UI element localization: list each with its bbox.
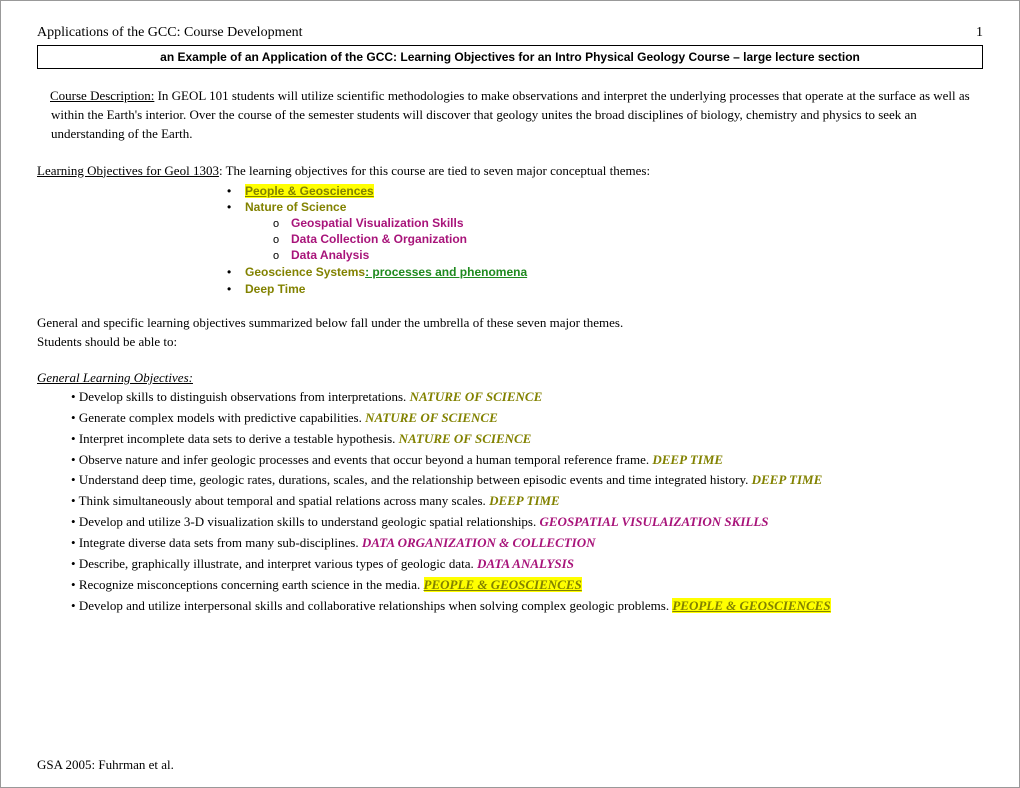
glo-text: Interpret incomplete data sets to derive… <box>79 431 399 446</box>
theme-data-analysis: Data Analysis <box>291 248 369 262</box>
footer: GSA 2005: Fuhrman et al. <box>37 757 174 773</box>
mid-text: General and specific learning objectives… <box>37 314 983 352</box>
glo-text: Develop and utilize interpersonal skills… <box>79 598 673 613</box>
glo-text: Recognize misconceptions concerning eart… <box>79 577 424 592</box>
glo-tag: PEOPLE & GEOSCIENCES <box>672 598 830 613</box>
glo-text: Understand deep time, geologic rates, du… <box>79 472 752 487</box>
course-description-label: Course Description: <box>50 88 154 103</box>
glo-tag: GEOSPATIAL VISULAIZATION SKILLS <box>540 514 769 529</box>
glo-text: Describe, graphically illustrate, and in… <box>79 556 477 571</box>
header-row: Applications of the GCC: Course Developm… <box>37 25 983 41</box>
theme-item: • Nature of Science <box>227 200 983 214</box>
glo-item: • Develop and utilize 3-D visualization … <box>65 513 983 532</box>
glo-item: • Recognize misconceptions concerning ea… <box>65 576 983 595</box>
circle-icon: o <box>273 218 291 230</box>
learning-objectives-intro: Learning Objectives for Geol 1303: The l… <box>37 162 983 181</box>
glo-item: • Develop skills to distinguish observat… <box>65 388 983 407</box>
bullet-icon: • <box>227 265 245 279</box>
glo-tag: DATA ANALYSIS <box>477 556 574 571</box>
glo-text: Observe nature and infer geologic proces… <box>79 452 653 467</box>
theme-subitem: o Geospatial Visualization Skills <box>273 216 983 230</box>
circle-icon: o <box>273 234 291 246</box>
glo-item: • Interpret incomplete data sets to deri… <box>65 430 983 449</box>
bullet-icon: • <box>227 282 245 296</box>
glo-text: Develop skills to distinguish observatio… <box>79 389 410 404</box>
glo-header: General Learning Objectives: <box>37 370 983 386</box>
glo-tag: NATURE OF SCIENCE <box>410 389 543 404</box>
course-description: Course Description: In GEOL 101 students… <box>37 87 983 144</box>
circle-icon: o <box>273 250 291 262</box>
glo-tag: DEEP TIME <box>752 472 823 487</box>
theme-data-collection: Data Collection & Organization <box>291 232 467 246</box>
glo-item: • Think simultaneously about temporal an… <box>65 492 983 511</box>
glo-text: Generate complex models with predictive … <box>79 410 365 425</box>
glo-item: • Integrate diverse data sets from many … <box>65 534 983 553</box>
glo-text: Think simultaneously about temporal and … <box>79 493 489 508</box>
theme-subitem: o Data Analysis <box>273 248 983 262</box>
header-title: Applications of the GCC: Course Developm… <box>37 25 303 41</box>
glo-tag: DATA ORGANIZATION & COLLECTION <box>362 535 596 550</box>
theme-geospatial: Geospatial Visualization Skills <box>291 216 464 230</box>
glo-item: • Generate complex models with predictiv… <box>65 409 983 428</box>
glo-tag: PEOPLE & GEOSCIENCES <box>424 577 582 592</box>
learning-objectives-text: : The learning objectives for this cours… <box>219 163 650 178</box>
course-description-text: In GEOL 101 students will utilize scient… <box>51 88 970 141</box>
glo-item: • Develop and utilize interpersonal skil… <box>65 597 983 616</box>
glo-text: Integrate diverse data sets from many su… <box>79 535 362 550</box>
glo-tag: DEEP TIME <box>652 452 723 467</box>
title-box: an Example of an Application of the GCC:… <box>37 45 983 69</box>
mid-line1: General and specific learning objectives… <box>37 315 623 330</box>
theme-item: • Geoscience Systems: processes and phen… <box>227 264 983 280</box>
glo-tag: NATURE OF SCIENCE <box>399 431 532 446</box>
glo-item: • Describe, graphically illustrate, and … <box>65 555 983 574</box>
mid-line2: Students should be able to: <box>37 334 177 349</box>
page-number: 1 <box>976 25 983 41</box>
glo-section: General Learning Objectives: • Develop s… <box>37 370 983 615</box>
themes-list: • People & Geosciences • Nature of Scien… <box>227 184 983 296</box>
page: Applications of the GCC: Course Developm… <box>0 0 1020 788</box>
glo-item: • Observe nature and infer geologic proc… <box>65 451 983 470</box>
glo-tag: DEEP TIME <box>489 493 560 508</box>
glo-item: • Understand deep time, geologic rates, … <box>65 471 983 490</box>
learning-objectives-label: Learning Objectives for Geol 1303 <box>37 163 219 178</box>
glo-text: Develop and utilize 3-D visualization sk… <box>79 514 540 529</box>
glo-tag: NATURE OF SCIENCE <box>365 410 498 425</box>
theme-nature-science: Nature of Science <box>245 200 346 214</box>
theme-people-geosciences: People & Geosciences <box>245 184 374 198</box>
theme-subitem: o Data Collection & Organization <box>273 232 983 246</box>
theme-item: • Deep Time <box>227 282 983 296</box>
theme-geoscience-systems: Geoscience Systems: processes and phenom… <box>245 264 527 280</box>
theme-deep-time: Deep Time <box>245 282 305 296</box>
theme-item: • People & Geosciences <box>227 184 983 198</box>
bullet-icon: • <box>227 200 245 214</box>
bullet-icon: • <box>227 184 245 198</box>
glo-list: • Develop skills to distinguish observat… <box>65 388 983 615</box>
